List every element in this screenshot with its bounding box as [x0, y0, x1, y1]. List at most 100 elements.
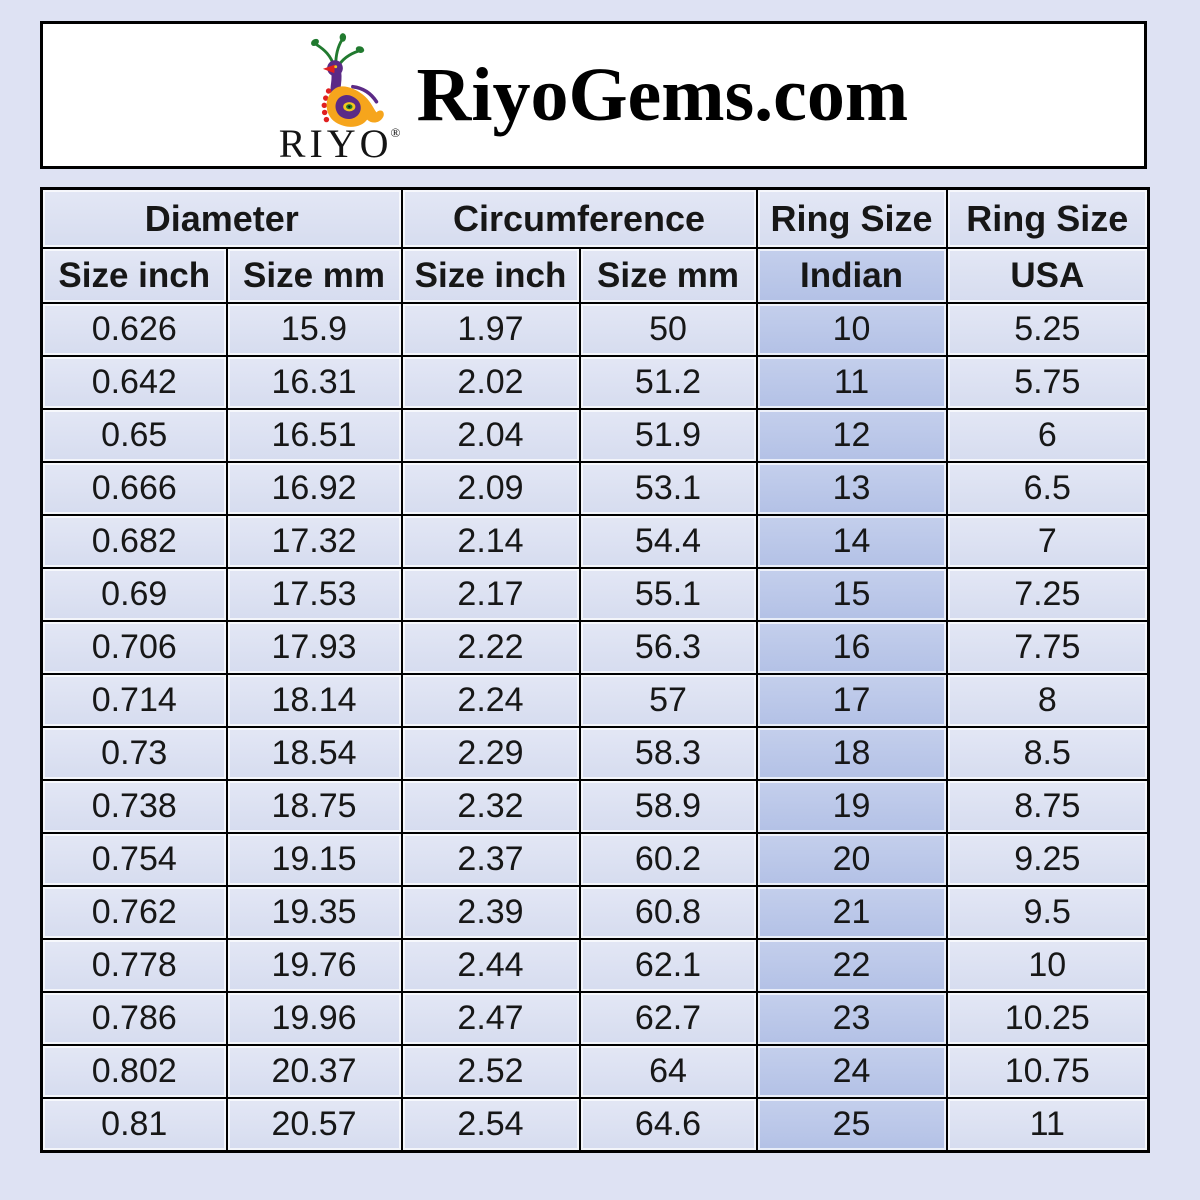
plume-tips	[310, 33, 364, 53]
cell-size-inch: 0.714	[40, 673, 228, 728]
cell-usa: 10.25	[945, 991, 1150, 1046]
col-header-diameter-size-inch: Size inch	[40, 247, 228, 304]
cell-size-inch: 0.738	[40, 779, 228, 834]
cell-indian: 11	[755, 355, 948, 410]
cell-usa: 10.75	[945, 1044, 1150, 1099]
cell-indian: 25	[755, 1097, 948, 1153]
cell-size-mm: 20.37	[225, 1044, 403, 1099]
table-row: 0.754 19.15 2.37 60.2 20 9.25	[40, 832, 1150, 887]
eye-dot	[333, 65, 337, 69]
cell-size-inch: 2.09	[400, 461, 581, 516]
cell-size-inch: 2.14	[400, 514, 581, 569]
logo-text: RIYO	[278, 121, 393, 166]
ring-size-table: Diameter Circumference Ring Size Ring Si…	[40, 187, 1151, 1153]
table-row: 0.642 16.31 2.02 51.2 11 5.75	[40, 355, 1150, 410]
cell-indian: 22	[755, 938, 948, 993]
cell-indian: 20	[755, 832, 948, 887]
table-row: 0.666 16.92 2.09 53.1 13 6.5	[40, 461, 1150, 516]
table-row: 0.714 18.14 2.24 57 17 8	[40, 673, 1150, 728]
cell-size-mm: 17.32	[225, 514, 403, 569]
table-row: 0.626 15.9 1.97 50 10 5.25	[40, 302, 1150, 357]
cell-size-mm: 64.6	[578, 1097, 758, 1153]
cell-size-inch: 0.626	[40, 302, 228, 357]
cell-usa: 11	[945, 1097, 1150, 1153]
peacock-icon	[310, 33, 384, 127]
group-header-ring-size-indian: Ring Size	[755, 187, 948, 249]
cell-usa: 5.25	[945, 302, 1150, 357]
cell-size-mm: 54.4	[578, 514, 758, 569]
col-header-usa: USA	[945, 247, 1150, 304]
cell-size-inch: 2.22	[400, 620, 581, 675]
col-header-circumference-size-mm: Size mm	[578, 247, 758, 304]
cell-size-inch: 2.54	[400, 1097, 581, 1153]
site-title: RiyoGems.com	[416, 52, 909, 137]
cell-size-mm: 17.53	[225, 567, 403, 622]
table-row: 0.682 17.32 2.14 54.4 14 7	[40, 514, 1150, 569]
cell-usa: 9.5	[945, 885, 1150, 940]
cell-size-inch: 0.682	[40, 514, 228, 569]
cell-size-inch: 2.52	[400, 1044, 581, 1099]
cell-size-mm: 19.96	[225, 991, 403, 1046]
cell-usa: 10	[945, 938, 1150, 993]
brand-header: RIYO® RiyoGems.com	[40, 21, 1147, 169]
cell-indian: 21	[755, 885, 948, 940]
cell-size-mm: 58.9	[578, 779, 758, 834]
cell-size-inch: 0.762	[40, 885, 228, 940]
cell-size-inch: 0.73	[40, 726, 228, 781]
cell-size-mm: 51.2	[578, 355, 758, 410]
registered-mark-icon: ®	[390, 125, 401, 140]
table-row: 0.778 19.76 2.44 62.1 22 10	[40, 938, 1150, 993]
table-row: 0.802 20.37 2.52 64 24 10.75	[40, 1044, 1150, 1099]
cell-size-mm: 60.2	[578, 832, 758, 887]
table-row: 0.69 17.53 2.17 55.1 15 7.25	[40, 567, 1150, 622]
cell-size-inch: 2.39	[400, 885, 581, 940]
cell-usa: 6	[945, 408, 1150, 463]
table-row: 0.738 18.75 2.32 58.9 19 8.75	[40, 779, 1150, 834]
red-dots	[321, 88, 331, 123]
cell-size-mm: 16.92	[225, 461, 403, 516]
col-header-indian: Indian	[755, 247, 948, 304]
cell-size-inch: 0.69	[40, 567, 228, 622]
table-row: 0.762 19.35 2.39 60.8 21 9.5	[40, 885, 1150, 940]
logo-wordmark: RIYO®	[279, 124, 401, 164]
group-header-circumference: Circumference	[400, 187, 758, 249]
cell-size-mm: 16.31	[225, 355, 403, 410]
cell-size-inch: 0.778	[40, 938, 228, 993]
cell-size-mm: 18.54	[225, 726, 403, 781]
cell-indian: 13	[755, 461, 948, 516]
table-body: 0.626 15.9 1.97 50 10 5.25 0.642 16.31 2.02 51.2 1…	[40, 302, 1150, 1153]
cell-indian: 16	[755, 620, 948, 675]
cell-size-mm: 16.51	[225, 408, 403, 463]
cell-indian: 17	[755, 673, 948, 728]
cell-size-mm: 64	[578, 1044, 758, 1099]
sub-header-row: Size inch Size mm Size inch Size mm Indi…	[40, 247, 1150, 304]
cell-size-inch: 0.642	[40, 355, 228, 410]
cell-size-inch: 2.29	[400, 726, 581, 781]
cell-size-inch: 0.754	[40, 832, 228, 887]
beak	[322, 64, 335, 74]
cell-size-mm: 20.57	[225, 1097, 403, 1153]
cell-size-inch: 0.786	[40, 991, 228, 1046]
cell-indian: 10	[755, 302, 948, 357]
cell-indian: 24	[755, 1044, 948, 1099]
cell-usa: 9.25	[945, 832, 1150, 887]
cell-size-mm: 51.9	[578, 408, 758, 463]
cell-indian: 14	[755, 514, 948, 569]
cell-size-inch: 0.706	[40, 620, 228, 675]
head	[326, 60, 343, 76]
table-row: 0.706 17.93 2.22 56.3 16 7.75	[40, 620, 1150, 675]
cell-size-mm: 55.1	[578, 567, 758, 622]
cell-indian: 18	[755, 726, 948, 781]
cell-usa: 7	[945, 514, 1150, 569]
cell-usa: 7.25	[945, 567, 1150, 622]
table-row: 0.81 20.57 2.54 64.6 25 11	[40, 1097, 1150, 1153]
cell-size-mm: 19.15	[225, 832, 403, 887]
cell-size-inch: 2.37	[400, 832, 581, 887]
cell-usa: 7.75	[945, 620, 1150, 675]
cell-usa: 8.5	[945, 726, 1150, 781]
cell-indian: 15	[755, 567, 948, 622]
wing-swoosh	[350, 84, 378, 104]
cell-size-mm: 15.9	[225, 302, 403, 357]
cell-size-mm: 18.14	[225, 673, 403, 728]
cell-size-inch: 2.24	[400, 673, 581, 728]
